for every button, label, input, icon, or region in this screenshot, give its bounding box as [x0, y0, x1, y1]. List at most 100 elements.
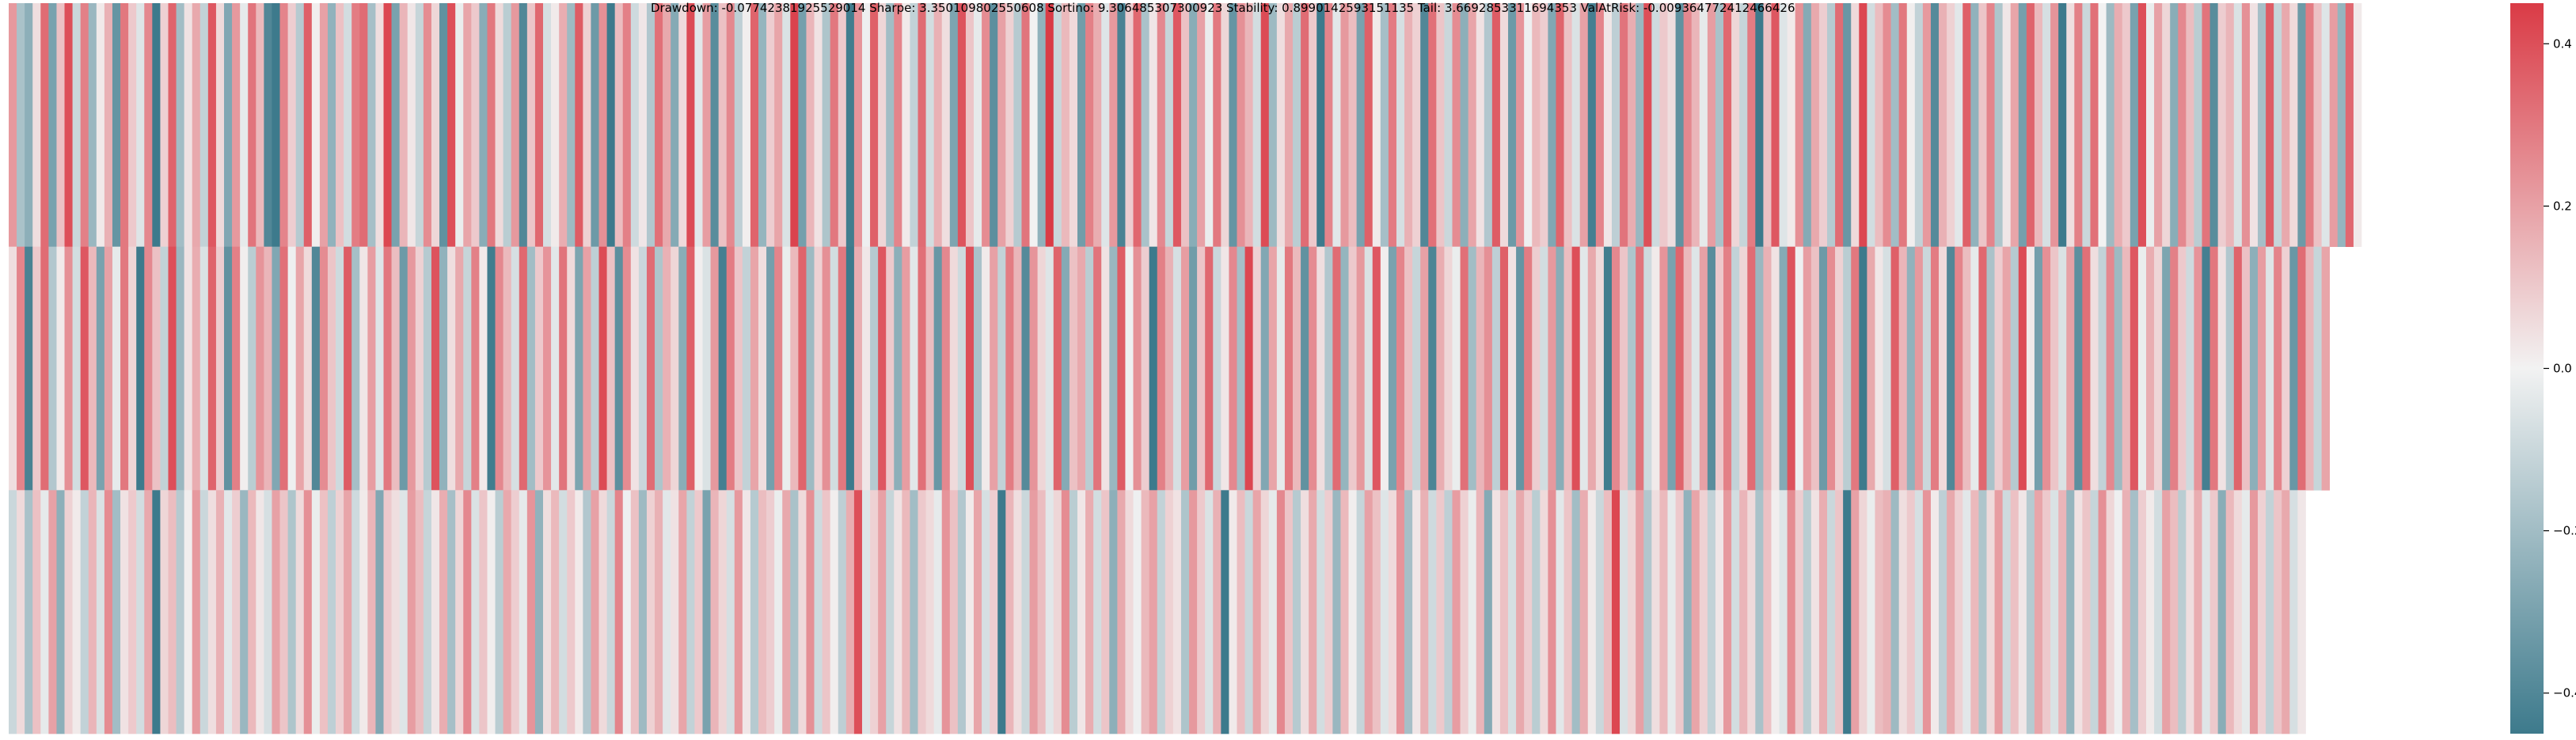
heatmap-cell	[1675, 3, 1685, 248]
heatmap-cell	[32, 490, 41, 734]
heatmap-cell	[199, 490, 209, 734]
heatmap-cell	[1412, 3, 1421, 248]
heatmap-cell	[1197, 490, 1206, 734]
heatmap-cell	[2154, 490, 2163, 734]
heatmap-cell	[431, 490, 440, 734]
heatmap-cell	[391, 490, 400, 734]
heatmap-cell	[567, 3, 576, 248]
heatmap-cell	[311, 246, 321, 491]
heatmap-cell	[1939, 490, 1947, 734]
heatmap-cell	[2225, 490, 2235, 734]
heatmap-cell	[1667, 490, 1676, 734]
heatmap-cell	[1013, 3, 1022, 248]
heatmap-cell	[598, 3, 607, 248]
heatmap-cell	[559, 246, 568, 491]
heatmap-cell	[1013, 490, 1022, 734]
heatmap-cell	[1667, 3, 1676, 248]
heatmap-cell	[1029, 490, 1038, 734]
heatmap-cell	[1077, 246, 1086, 491]
heatmap-cell	[1763, 3, 1772, 248]
heatmap-cell	[2178, 246, 2187, 491]
heatmap-cell	[1723, 246, 1732, 491]
heatmap-cell	[2313, 3, 2322, 248]
heatmap-cell	[1883, 246, 1891, 491]
heatmap-cell	[1468, 246, 1477, 491]
heatmap-cell	[1213, 246, 1222, 491]
heatmap-cell	[878, 246, 887, 491]
heatmap-cell	[1548, 246, 1556, 491]
heatmap-cell	[319, 246, 329, 491]
heatmap-cell	[726, 246, 735, 491]
heatmap-cell	[2258, 246, 2266, 491]
heatmap-cell	[1348, 490, 1357, 734]
heatmap-cell	[790, 246, 799, 491]
heatmap-cell	[287, 490, 297, 734]
heatmap-cell	[32, 3, 41, 248]
heatmap-cell	[40, 246, 49, 491]
heatmap-cell	[1141, 490, 1150, 734]
heatmap-cell	[1755, 3, 1764, 248]
heatmap-cell	[1324, 246, 1333, 491]
heatmap-cell	[974, 246, 982, 491]
heatmap-cell	[1141, 246, 1150, 491]
heatmap-cell	[415, 3, 424, 248]
heatmap-cell	[1189, 3, 1198, 248]
heatmap-cell	[2162, 490, 2171, 734]
heatmap-cell	[1268, 3, 1278, 248]
heatmap-cell	[40, 490, 49, 734]
heatmap-cell	[1491, 246, 1501, 491]
heatmap-cell	[1380, 3, 1389, 248]
heatmap-cell	[949, 490, 959, 734]
heatmap-cell	[1611, 246, 1620, 491]
heatmap-cell	[375, 246, 384, 491]
heatmap-cell	[886, 490, 895, 734]
heatmap-cell	[17, 3, 25, 248]
heatmap-cell	[830, 3, 839, 248]
heatmap-cell	[2010, 3, 2019, 248]
heatmap-cell	[1364, 3, 1373, 248]
heatmap-cell	[1691, 3, 1700, 248]
heatmap-cell	[2098, 246, 2107, 491]
heatmap-cell	[1930, 3, 1940, 248]
heatmap-cell	[1021, 246, 1030, 491]
heatmap-cell	[64, 3, 73, 248]
heatmap-cell	[256, 3, 264, 248]
heatmap-cell	[1309, 3, 1317, 248]
heatmap-cell	[1611, 490, 1620, 734]
heatmap-cell	[1252, 490, 1262, 734]
heatmap-cell	[495, 3, 503, 248]
heatmap-cell	[1499, 246, 1509, 491]
heatmap-cell	[1636, 3, 1644, 248]
heatmap-cell	[104, 490, 113, 734]
heatmap-cell	[1021, 490, 1030, 734]
heatmap-cell	[256, 246, 264, 491]
heatmap-cell	[1556, 490, 1564, 734]
heatmap-cell	[1053, 3, 1062, 248]
heatmap-cell	[184, 246, 193, 491]
heatmap-cell	[1587, 3, 1597, 248]
heatmap-cell	[2305, 3, 2314, 248]
heatmap-cell	[2241, 3, 2251, 248]
heatmap-cell	[1109, 3, 1118, 248]
heatmap-cell	[710, 3, 719, 248]
heatmap-cell	[2241, 246, 2251, 491]
heatmap-cell	[1890, 3, 1900, 248]
heatmap-cell	[1165, 246, 1174, 491]
heatmap-cell	[2137, 3, 2147, 248]
heatmap-cell	[1970, 490, 1979, 734]
heatmap-cell	[2090, 246, 2099, 491]
heatmap-cell	[918, 246, 926, 491]
heatmap-cell	[1221, 490, 1229, 734]
heatmap-cell	[152, 246, 161, 491]
heatmap-cell	[199, 246, 209, 491]
heatmap-cell	[1516, 246, 1525, 491]
heatmap-cell	[487, 490, 496, 734]
heatmap-cell	[128, 3, 137, 248]
heatmap-cell	[1013, 246, 1022, 491]
heatmap-cell	[447, 490, 456, 734]
heatmap-cell	[1779, 3, 1788, 248]
heatmap-cell	[1436, 246, 1445, 491]
heatmap-cell	[1316, 246, 1325, 491]
heatmap-cell	[1691, 490, 1700, 734]
heatmap-cell	[1372, 246, 1381, 491]
